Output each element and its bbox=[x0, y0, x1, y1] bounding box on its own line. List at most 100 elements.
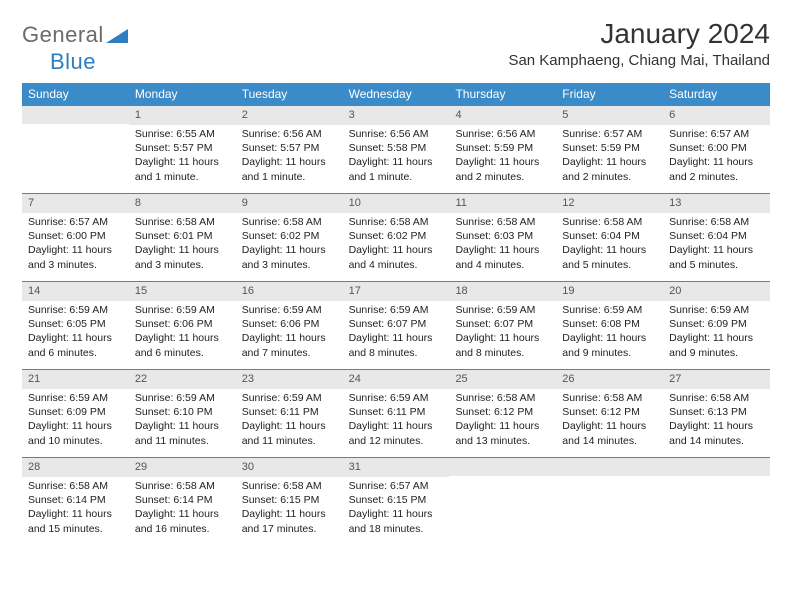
day-content: Sunrise: 6:59 AMSunset: 6:09 PMDaylight:… bbox=[663, 301, 770, 366]
week-row: 7Sunrise: 6:57 AMSunset: 6:00 PMDaylight… bbox=[22, 194, 770, 282]
week-row: 1Sunrise: 6:55 AMSunset: 5:57 PMDaylight… bbox=[22, 106, 770, 194]
weekday-header: Tuesday bbox=[236, 83, 343, 106]
daylight-text: Daylight: 11 hours and 4 minutes. bbox=[349, 243, 444, 271]
day-number: 22 bbox=[129, 370, 236, 389]
daylight-text: Daylight: 11 hours and 7 minutes. bbox=[242, 331, 337, 359]
weekday-header: Monday bbox=[129, 83, 236, 106]
day-number: 17 bbox=[343, 282, 450, 301]
sunrise-text: Sunrise: 6:58 AM bbox=[349, 215, 444, 229]
day-number: 2 bbox=[236, 106, 343, 125]
day-number: 19 bbox=[556, 282, 663, 301]
sunset-text: Sunset: 6:11 PM bbox=[242, 405, 337, 419]
day-cell bbox=[22, 106, 129, 193]
daylight-text: Daylight: 11 hours and 1 minute. bbox=[349, 155, 444, 183]
day-cell: 23Sunrise: 6:59 AMSunset: 6:11 PMDayligh… bbox=[236, 370, 343, 457]
sunrise-text: Sunrise: 6:59 AM bbox=[28, 303, 123, 317]
sunrise-text: Sunrise: 6:57 AM bbox=[669, 127, 764, 141]
daylight-text: Daylight: 11 hours and 2 minutes. bbox=[669, 155, 764, 183]
sunrise-text: Sunrise: 6:58 AM bbox=[562, 391, 657, 405]
sunset-text: Sunset: 6:02 PM bbox=[349, 229, 444, 243]
sunrise-text: Sunrise: 6:58 AM bbox=[28, 479, 123, 493]
sunrise-text: Sunrise: 6:56 AM bbox=[242, 127, 337, 141]
day-cell: 29Sunrise: 6:58 AMSunset: 6:14 PMDayligh… bbox=[129, 458, 236, 546]
sunset-text: Sunset: 6:07 PM bbox=[349, 317, 444, 331]
day-content: Sunrise: 6:57 AMSunset: 6:15 PMDaylight:… bbox=[343, 477, 450, 542]
day-cell: 1Sunrise: 6:55 AMSunset: 5:57 PMDaylight… bbox=[129, 106, 236, 193]
daylight-text: Daylight: 11 hours and 6 minutes. bbox=[135, 331, 230, 359]
sunset-text: Sunset: 5:59 PM bbox=[562, 141, 657, 155]
sunrise-text: Sunrise: 6:58 AM bbox=[669, 215, 764, 229]
day-cell: 16Sunrise: 6:59 AMSunset: 6:06 PMDayligh… bbox=[236, 282, 343, 369]
sunset-text: Sunset: 6:02 PM bbox=[242, 229, 337, 243]
day-number: 28 bbox=[22, 458, 129, 477]
day-cell: 27Sunrise: 6:58 AMSunset: 6:13 PMDayligh… bbox=[663, 370, 770, 457]
day-cell: 19Sunrise: 6:59 AMSunset: 6:08 PMDayligh… bbox=[556, 282, 663, 369]
sunset-text: Sunset: 6:14 PM bbox=[28, 493, 123, 507]
daylight-text: Daylight: 11 hours and 9 minutes. bbox=[562, 331, 657, 359]
sunset-text: Sunset: 6:15 PM bbox=[349, 493, 444, 507]
sunrise-text: Sunrise: 6:59 AM bbox=[349, 391, 444, 405]
sunset-text: Sunset: 6:13 PM bbox=[669, 405, 764, 419]
daylight-text: Daylight: 11 hours and 17 minutes. bbox=[242, 507, 337, 535]
day-cell: 30Sunrise: 6:58 AMSunset: 6:15 PMDayligh… bbox=[236, 458, 343, 546]
day-number: 8 bbox=[129, 194, 236, 213]
sunrise-text: Sunrise: 6:59 AM bbox=[455, 303, 550, 317]
sunrise-text: Sunrise: 6:58 AM bbox=[455, 391, 550, 405]
day-content: Sunrise: 6:58 AMSunset: 6:12 PMDaylight:… bbox=[449, 389, 556, 454]
sunset-text: Sunset: 6:10 PM bbox=[135, 405, 230, 419]
day-cell: 7Sunrise: 6:57 AMSunset: 6:00 PMDaylight… bbox=[22, 194, 129, 281]
day-cell: 24Sunrise: 6:59 AMSunset: 6:11 PMDayligh… bbox=[343, 370, 450, 457]
day-number: 31 bbox=[343, 458, 450, 477]
sunset-text: Sunset: 6:12 PM bbox=[455, 405, 550, 419]
day-number: 18 bbox=[449, 282, 556, 301]
daylight-text: Daylight: 11 hours and 1 minute. bbox=[135, 155, 230, 183]
day-cell: 6Sunrise: 6:57 AMSunset: 6:00 PMDaylight… bbox=[663, 106, 770, 193]
day-cell: 4Sunrise: 6:56 AMSunset: 5:59 PMDaylight… bbox=[449, 106, 556, 193]
calendar-grid: Sunday Monday Tuesday Wednesday Thursday… bbox=[22, 83, 770, 546]
daylight-text: Daylight: 11 hours and 9 minutes. bbox=[669, 331, 764, 359]
daylight-text: Daylight: 11 hours and 2 minutes. bbox=[455, 155, 550, 183]
logo: General Blue bbox=[22, 22, 128, 75]
daylight-text: Daylight: 11 hours and 2 minutes. bbox=[562, 155, 657, 183]
weekday-header: Thursday bbox=[449, 83, 556, 106]
day-content: Sunrise: 6:57 AMSunset: 6:00 PMDaylight:… bbox=[22, 213, 129, 278]
sunrise-text: Sunrise: 6:59 AM bbox=[562, 303, 657, 317]
sunrise-text: Sunrise: 6:58 AM bbox=[669, 391, 764, 405]
sunset-text: Sunset: 6:04 PM bbox=[562, 229, 657, 243]
sunrise-text: Sunrise: 6:59 AM bbox=[135, 303, 230, 317]
sunset-text: Sunset: 6:03 PM bbox=[455, 229, 550, 243]
day-cell: 21Sunrise: 6:59 AMSunset: 6:09 PMDayligh… bbox=[22, 370, 129, 457]
daylight-text: Daylight: 11 hours and 11 minutes. bbox=[242, 419, 337, 447]
day-cell: 28Sunrise: 6:58 AMSunset: 6:14 PMDayligh… bbox=[22, 458, 129, 546]
daylight-text: Daylight: 11 hours and 6 minutes. bbox=[28, 331, 123, 359]
day-cell bbox=[449, 458, 556, 546]
sunset-text: Sunset: 6:04 PM bbox=[669, 229, 764, 243]
day-content: Sunrise: 6:56 AMSunset: 5:58 PMDaylight:… bbox=[343, 125, 450, 190]
sunset-text: Sunset: 5:59 PM bbox=[455, 141, 550, 155]
daylight-text: Daylight: 11 hours and 18 minutes. bbox=[349, 507, 444, 535]
weekday-header-row: Sunday Monday Tuesday Wednesday Thursday… bbox=[22, 83, 770, 106]
day-cell: 8Sunrise: 6:58 AMSunset: 6:01 PMDaylight… bbox=[129, 194, 236, 281]
sunset-text: Sunset: 6:07 PM bbox=[455, 317, 550, 331]
day-number: 12 bbox=[556, 194, 663, 213]
day-cell: 5Sunrise: 6:57 AMSunset: 5:59 PMDaylight… bbox=[556, 106, 663, 193]
sunrise-text: Sunrise: 6:56 AM bbox=[455, 127, 550, 141]
day-number: 30 bbox=[236, 458, 343, 477]
day-number: 25 bbox=[449, 370, 556, 389]
day-content: Sunrise: 6:59 AMSunset: 6:05 PMDaylight:… bbox=[22, 301, 129, 366]
day-content: Sunrise: 6:56 AMSunset: 5:59 PMDaylight:… bbox=[449, 125, 556, 190]
day-content: Sunrise: 6:59 AMSunset: 6:06 PMDaylight:… bbox=[129, 301, 236, 366]
day-content: Sunrise: 6:59 AMSunset: 6:11 PMDaylight:… bbox=[236, 389, 343, 454]
sunset-text: Sunset: 5:57 PM bbox=[135, 141, 230, 155]
day-cell bbox=[556, 458, 663, 546]
week-row: 21Sunrise: 6:59 AMSunset: 6:09 PMDayligh… bbox=[22, 370, 770, 458]
daylight-text: Daylight: 11 hours and 11 minutes. bbox=[135, 419, 230, 447]
day-number: 1 bbox=[129, 106, 236, 125]
day-number: 10 bbox=[343, 194, 450, 213]
daylight-text: Daylight: 11 hours and 5 minutes. bbox=[562, 243, 657, 271]
sunrise-text: Sunrise: 6:59 AM bbox=[349, 303, 444, 317]
day-content: Sunrise: 6:59 AMSunset: 6:11 PMDaylight:… bbox=[343, 389, 450, 454]
day-content: Sunrise: 6:57 AMSunset: 6:00 PMDaylight:… bbox=[663, 125, 770, 190]
day-cell: 14Sunrise: 6:59 AMSunset: 6:05 PMDayligh… bbox=[22, 282, 129, 369]
sunset-text: Sunset: 6:01 PM bbox=[135, 229, 230, 243]
